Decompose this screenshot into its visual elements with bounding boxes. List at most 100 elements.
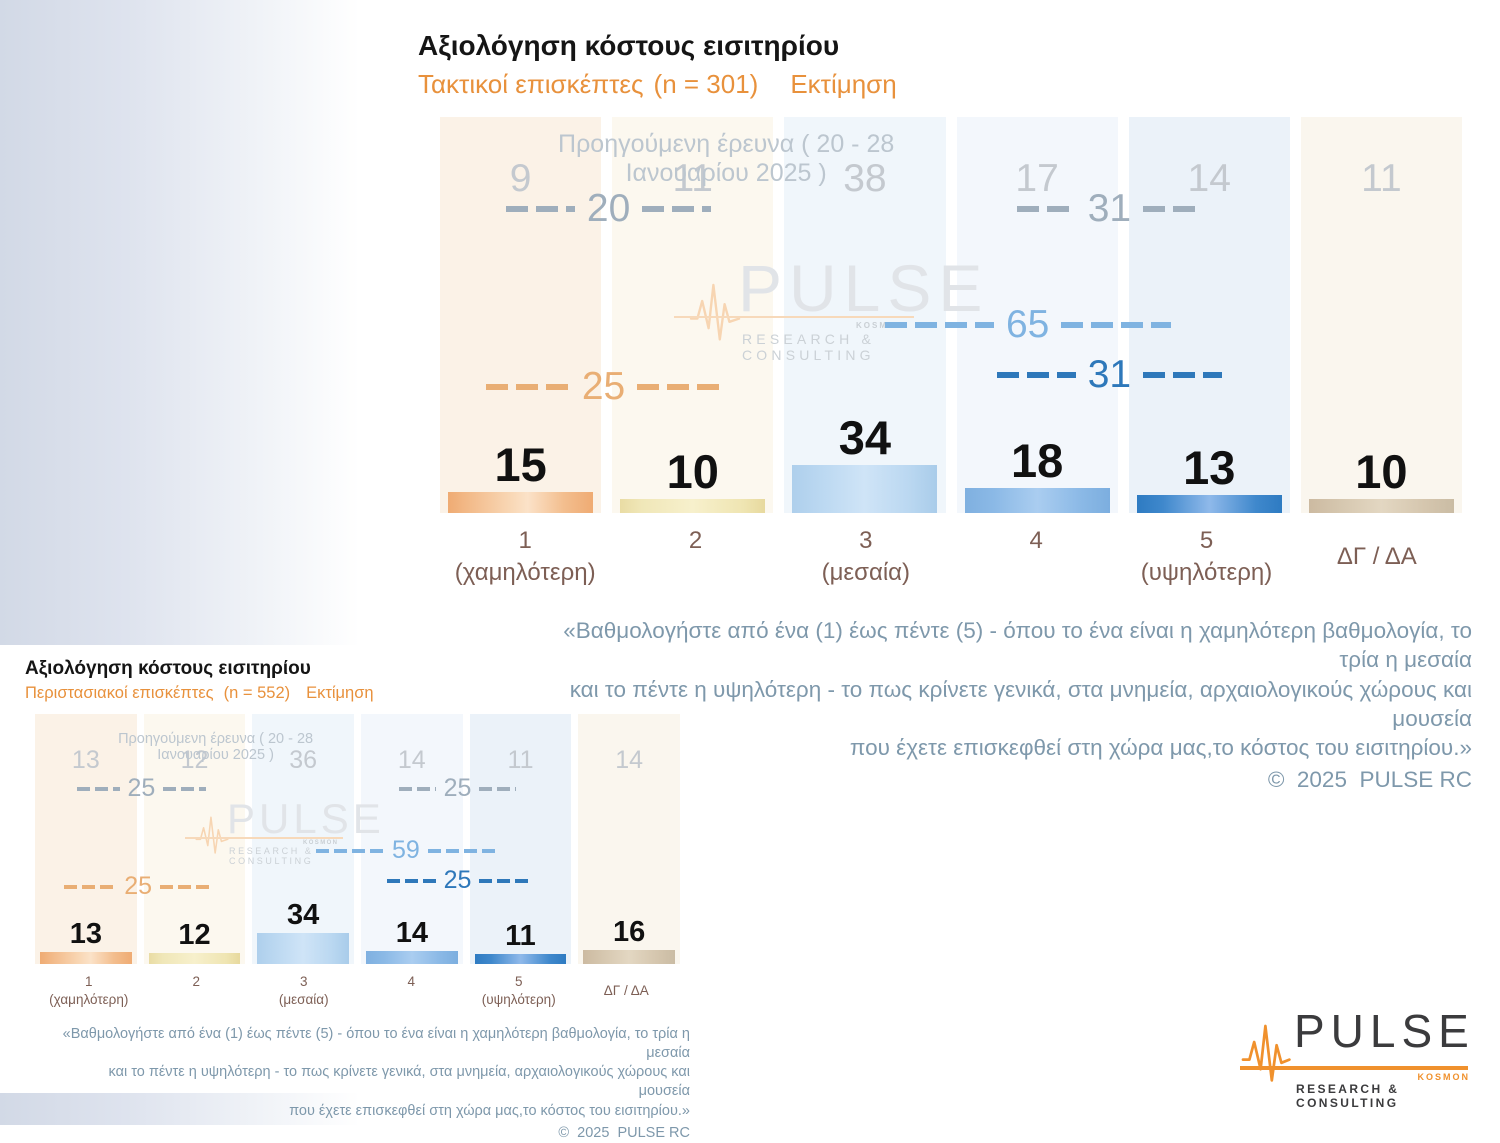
aggregate-previous-4-5: 31: [1017, 189, 1202, 228]
question-footnote: «Βαθμολογήστε από ένα (1) έως πέντε (5) …: [542, 616, 1472, 795]
dash-line: [637, 383, 722, 390]
category-label-2: 2: [688, 527, 703, 554]
logo-sub: RESEARCH & CONSULTING: [1296, 1082, 1400, 1110]
previous-value: 9: [509, 157, 532, 200]
column-rating-1: 9 15: [440, 117, 602, 513]
current-value: 18: [1010, 433, 1064, 487]
previous-value: 38: [843, 157, 887, 200]
dash-line: [1143, 205, 1202, 212]
aggregate-current-4-5: 31: [996, 355, 1222, 394]
category-label-5: 5 (υψηλότερη): [1140, 527, 1273, 587]
previous-value: 14: [615, 746, 644, 774]
category-label-4: 4: [407, 974, 415, 989]
watermark-kosmon: KOSMON: [303, 840, 339, 846]
column-rating-2: 11 10: [612, 117, 774, 513]
value-bar: [448, 492, 594, 513]
chart-title: Αξιολόγηση κόστους εισιτηρίου: [418, 30, 840, 61]
previous-value: 11: [672, 157, 713, 200]
current-value: 16: [613, 915, 646, 948]
dash-line: [1017, 205, 1076, 212]
value-bar: [792, 465, 938, 513]
current-value: 34: [838, 411, 892, 465]
category-label-5: 5 (υψηλότερη): [481, 974, 556, 1008]
dash-line: [64, 884, 117, 889]
dash-line: [642, 205, 711, 212]
value-bar: [964, 487, 1110, 513]
watermark-sub: RESEARCH & CONSULTING: [229, 846, 314, 866]
heartbeat-icon: [689, 283, 741, 341]
previous-survey-label: Προηγούμενη έρευνα ( 20 - 28 Ιανουαρίου …: [558, 130, 895, 187]
subtitle-sample-size: (n = 552): [223, 684, 291, 702]
plot-area: 9 15 11 10 38 34 17 18 14 13 11 10: [440, 117, 1462, 513]
dash-line: [160, 884, 213, 889]
copyright: © 2025 PULSE RC: [1267, 767, 1472, 793]
aggregate-current-4-5: 25: [386, 868, 529, 893]
subtitle-metric: Εκτίμηση: [790, 69, 897, 99]
dash-line: [76, 786, 120, 791]
dash-line: [427, 848, 497, 853]
previous-value: 11: [507, 746, 534, 774]
watermark-sub: RESEARCH & CONSULTING: [742, 331, 876, 363]
watermark-line: [674, 316, 914, 318]
category-label-1: 1 (χαμηλότερη): [49, 974, 129, 1008]
column-rating-4: 17 18: [956, 117, 1118, 513]
value-bar: [1136, 494, 1282, 513]
category-label-no-answer: ΔΓ / ΔΑ: [1336, 543, 1417, 570]
previous-value: 11: [1361, 157, 1402, 200]
chart-subtitle: Τακτικοί επισκέπτες (n = 301) Εκτίμηση: [418, 69, 1468, 100]
chart-regular-visitors: Αξιολόγηση κόστους εισιτηρίου Τακτικοί ε…: [418, 30, 1468, 590]
subtitle-group: Περιστασιακοί επισκέπτες: [25, 684, 214, 702]
dash-line: [996, 371, 1076, 378]
previous-value: 17: [1015, 157, 1059, 200]
question-footnote: «Βαθμολογήστε από ένα (1) έως πέντε (5) …: [55, 1025, 690, 1143]
category-label-3: 3 (μεσαία): [278, 974, 329, 1008]
pulse-logo: PULSE KOSMON RESEARCH & CONSULTING: [1238, 1006, 1470, 1110]
logo-line: [1240, 1066, 1468, 1070]
previous-value: 14: [397, 746, 426, 774]
column-no-answer: 14 16: [578, 714, 680, 964]
dash-line: [1061, 321, 1171, 328]
column-rating-5: 14 13: [1128, 117, 1290, 513]
watermark-brand: PULSE: [738, 251, 990, 325]
dash-line: [386, 878, 436, 883]
copyright: © 2025 PULSE RC: [558, 1124, 690, 1141]
column-rating-4: 14 14: [360, 714, 463, 964]
dash-line: [479, 878, 529, 883]
plot-area: 13 13 12 12 36 34 14 14 11 11 14 16: [35, 714, 680, 964]
column-rating-5: 11 11: [469, 714, 572, 964]
column-no-answer: 11 10: [1300, 117, 1462, 513]
value-bar: [257, 933, 349, 964]
aggregate-current-1-2: 25: [485, 367, 722, 406]
column-rating-3: 38 34: [784, 117, 946, 513]
aggregate-previous-1-2: 25: [76, 776, 206, 801]
current-value: 15: [494, 438, 547, 491]
dash-line: [884, 321, 994, 328]
watermark-brand: PULSE: [227, 795, 385, 842]
value-bar: [366, 951, 458, 964]
category-label-2: 2: [192, 974, 200, 989]
dash-line: [506, 205, 575, 212]
category-label-3: 3 (μεσαία): [821, 527, 911, 587]
dash-line: [315, 848, 384, 853]
aggregate-current-3-4-5: 65: [884, 305, 1171, 344]
heartbeat-icon: [1241, 1024, 1291, 1082]
value-bar: [148, 953, 241, 964]
dash-line: [1143, 371, 1222, 378]
category-axis: 1 (χαμηλότερη) 2 3 (μεσαία) 4 5 (υψηλότερη)…: [440, 525, 1462, 590]
dash-line: [163, 786, 206, 791]
logo-brand: PULSE: [1294, 1005, 1475, 1057]
aggregate-current-1-2: 25: [64, 874, 213, 899]
previous-value: 36: [289, 746, 318, 774]
column-rating-1: 13 13: [35, 714, 137, 964]
current-value: 12: [178, 919, 211, 952]
chart-title: Αξιολόγηση κόστους εισιτηρίου: [25, 658, 311, 679]
previous-value: 13: [71, 746, 100, 774]
category-axis: 1 (χαμηλότερη) 2 3 (μεσαία) 4 5 (υψηλότερη)…: [35, 973, 680, 1009]
aggregate-previous-1-2: 20: [506, 189, 711, 228]
category-label-4: 4: [1029, 527, 1043, 554]
previous-value: 12: [180, 746, 209, 774]
dash-line: [399, 786, 436, 791]
current-value: 11: [505, 920, 536, 953]
pulse-watermark: PULSE KOSMON RESEARCH & CONSULTING: [185, 798, 381, 866]
subtitle-group: Τακτικοί επισκέπτες: [418, 69, 644, 99]
